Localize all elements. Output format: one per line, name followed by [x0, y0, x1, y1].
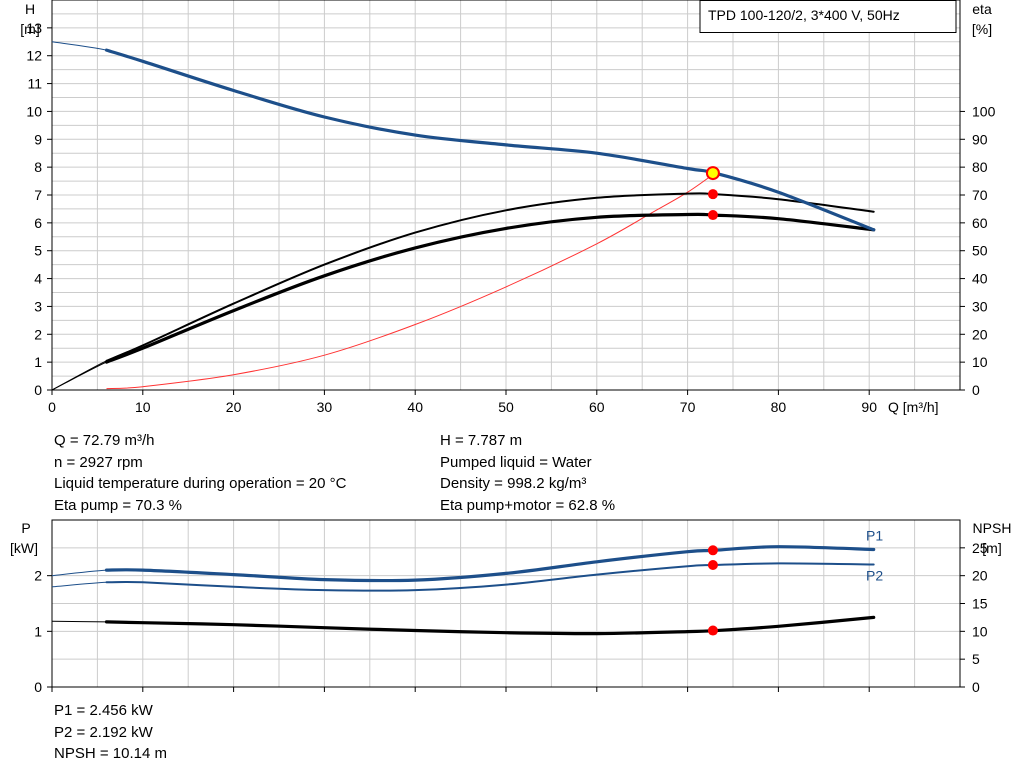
p1-curve — [104, 545, 876, 583]
p-tick-label: 2 — [34, 568, 42, 584]
p1-point — [707, 545, 718, 556]
info-speed: n = 2927 rpm — [54, 453, 143, 471]
y-tick-label: 6 — [34, 215, 42, 231]
y-right-tick-label: 50 — [972, 243, 988, 259]
title-box — [699, 0, 957, 33]
p-axis-label: P — [21, 520, 30, 536]
y-tick-label: 5 — [34, 243, 42, 259]
y-right-axis-label: eta — [972, 1, 992, 17]
info-p1: P1 = 2.456 kW — [54, 702, 153, 719]
y-tick-label: 4 — [34, 271, 42, 287]
y-tick-label: 8 — [34, 159, 42, 175]
npsh-tick-label: 25 — [972, 540, 988, 556]
y-right-tick-label: 70 — [972, 187, 988, 203]
p1-series-label: P1 — [866, 528, 883, 544]
x-tick-label: 50 — [498, 399, 514, 415]
y-right-tick-label: 30 — [972, 298, 988, 314]
y-right-tick-label: 90 — [972, 131, 988, 147]
npsh-tick-label: 5 — [972, 651, 980, 667]
y-tick-label: 7 — [34, 187, 42, 203]
head-curve — [104, 48, 876, 232]
y-tick-label: 2 — [34, 326, 42, 342]
npsh-tick-label: 10 — [972, 623, 988, 639]
info-q: Q = 72.79 m³/h — [54, 432, 155, 449]
y-tick-label: 1 — [34, 354, 42, 370]
y-right-tick-label: 20 — [972, 326, 988, 342]
eta-total-point — [707, 210, 718, 221]
info-liquid-temp: Liquid temperature during operation = 20… — [54, 475, 347, 492]
info-duty-left: Q = 72.79 m³/h n = 2927 rpm Liquid tempe… — [54, 430, 346, 516]
npsh-point — [707, 625, 718, 636]
info-npsh: NPSH = 10.14 m — [54, 745, 167, 762]
x-tick-label: 0 — [48, 399, 56, 415]
info-density: Density = 998.2 kg/m³ — [440, 475, 587, 492]
npsh-axis-unit: [m] — [982, 540, 1001, 556]
x-tick-label: 60 — [589, 399, 605, 415]
p-tick-label: 0 — [34, 679, 42, 695]
p-tick-label: 1 — [34, 623, 42, 639]
y-right-axis-unit: [%] — [972, 21, 992, 37]
eta-total-curve — [104, 212, 876, 364]
npsh-tick-label: 15 — [972, 596, 988, 612]
info-eta-pump: Eta pump = 70.3 % — [54, 496, 182, 514]
info-pumped-liquid: Pumped liquid = Water — [440, 453, 592, 471]
y-axis-unit: [m] — [20, 21, 39, 37]
y-axis-label: H — [25, 1, 35, 17]
info-h: H = 7.787 m — [440, 432, 523, 449]
npsh-tick-label: 0 — [972, 679, 980, 695]
system-curve — [106, 172, 716, 390]
x-tick-label: 20 — [226, 399, 242, 415]
info-p2: P2 = 2.192 kW — [54, 723, 153, 741]
y-tick-label: 10 — [26, 103, 42, 119]
x-tick-label: 30 — [317, 399, 333, 415]
info-power: P1 = 2.456 kW P2 = 2.192 kW NPSH = 10.14… — [54, 700, 167, 765]
info-eta-total: Eta pump+motor = 62.8 % — [440, 496, 616, 514]
p2-point — [707, 559, 718, 570]
y-right-tick-label: 60 — [972, 215, 988, 231]
y-tick-label: 9 — [34, 131, 42, 147]
npsh-axis-label: NPSH — [973, 520, 1012, 536]
y-right-tick-label: 0 — [972, 382, 980, 398]
y-tick-label: 0 — [34, 382, 42, 398]
y-tick-label: 3 — [34, 298, 42, 314]
x-tick-label: 70 — [680, 399, 696, 415]
x-tick-label: 10 — [135, 399, 151, 415]
y-tick-label: 13 — [26, 20, 42, 36]
x-tick-label: 90 — [861, 399, 877, 415]
info-duty-right: H = 7.787 m Pumped liquid = Water Densit… — [440, 430, 615, 516]
x-tick-label: 80 — [771, 399, 787, 415]
duty-point — [705, 166, 720, 181]
y-right-tick-label: 80 — [972, 159, 988, 175]
p2-curve — [105, 562, 875, 592]
p2-series-label: P2 — [866, 568, 883, 584]
npsh-curve — [104, 615, 876, 636]
y-right-tick-label: 100 — [972, 103, 996, 119]
y-right-tick-label: 10 — [972, 354, 988, 370]
y-tick-label: 12 — [26, 48, 42, 64]
p-axis-unit: [kW] — [10, 540, 38, 556]
npsh-tick-label: 20 — [972, 568, 988, 584]
y-right-tick-label: 40 — [972, 271, 988, 287]
y-tick-label: 11 — [27, 76, 42, 92]
x-tick-label: 40 — [407, 399, 423, 415]
x-axis-label: Q [m³/h] — [888, 399, 939, 415]
eta-pump-point — [707, 189, 718, 200]
eta-total-curve-extension — [51, 213, 874, 391]
chart-title: TPD 100-120/2, 3*400 V, 50Hz — [708, 7, 900, 23]
eta-pump-curve — [105, 192, 875, 362]
